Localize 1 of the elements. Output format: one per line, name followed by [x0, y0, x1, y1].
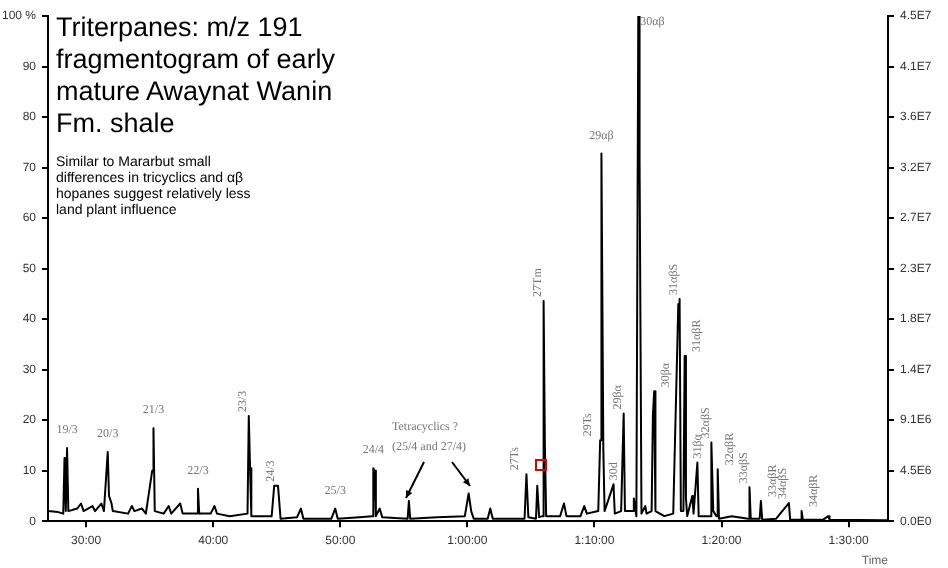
text: Triterpanes: m/z 191 fragmentogram of early mature Awaynat Wanin Fm. shale	[56, 12, 338, 140]
